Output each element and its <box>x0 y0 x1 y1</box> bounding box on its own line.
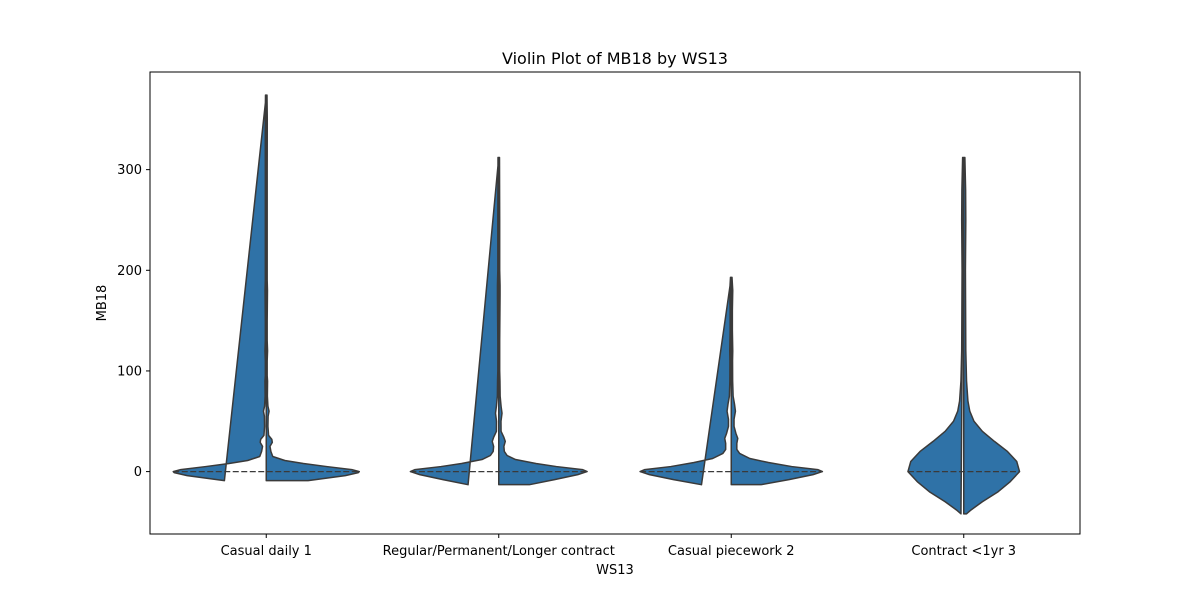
y-axis-title: MB18 <box>95 285 110 322</box>
x-tick-label: Casual daily 1 <box>221 544 312 559</box>
x-tick-label: Casual piecework 2 <box>668 544 795 559</box>
x-tick-label: Regular/Permanent/Longer contract <box>383 544 615 559</box>
y-tick-label: 100 <box>117 364 142 379</box>
y-tick-label: 200 <box>117 264 142 279</box>
chart-title: Violin Plot of MB18 by WS13 <box>502 49 728 68</box>
y-axis: 0 100 200 300 <box>117 163 150 480</box>
plot-frame <box>149 71 1081 535</box>
violin-body <box>409 156 588 486</box>
y-tick-label: 0 <box>134 465 142 480</box>
violins-layer <box>172 94 1021 515</box>
x-axis: Casual daily 1 Regular/Permanent/Longer c… <box>221 534 1016 559</box>
y-tick-label: 300 <box>117 163 142 178</box>
x-axis-title: WS13 <box>596 563 634 578</box>
x-tick-label: Contract <1yr 3 <box>911 544 1016 559</box>
violin-body <box>172 94 360 482</box>
violin-body <box>639 276 824 486</box>
